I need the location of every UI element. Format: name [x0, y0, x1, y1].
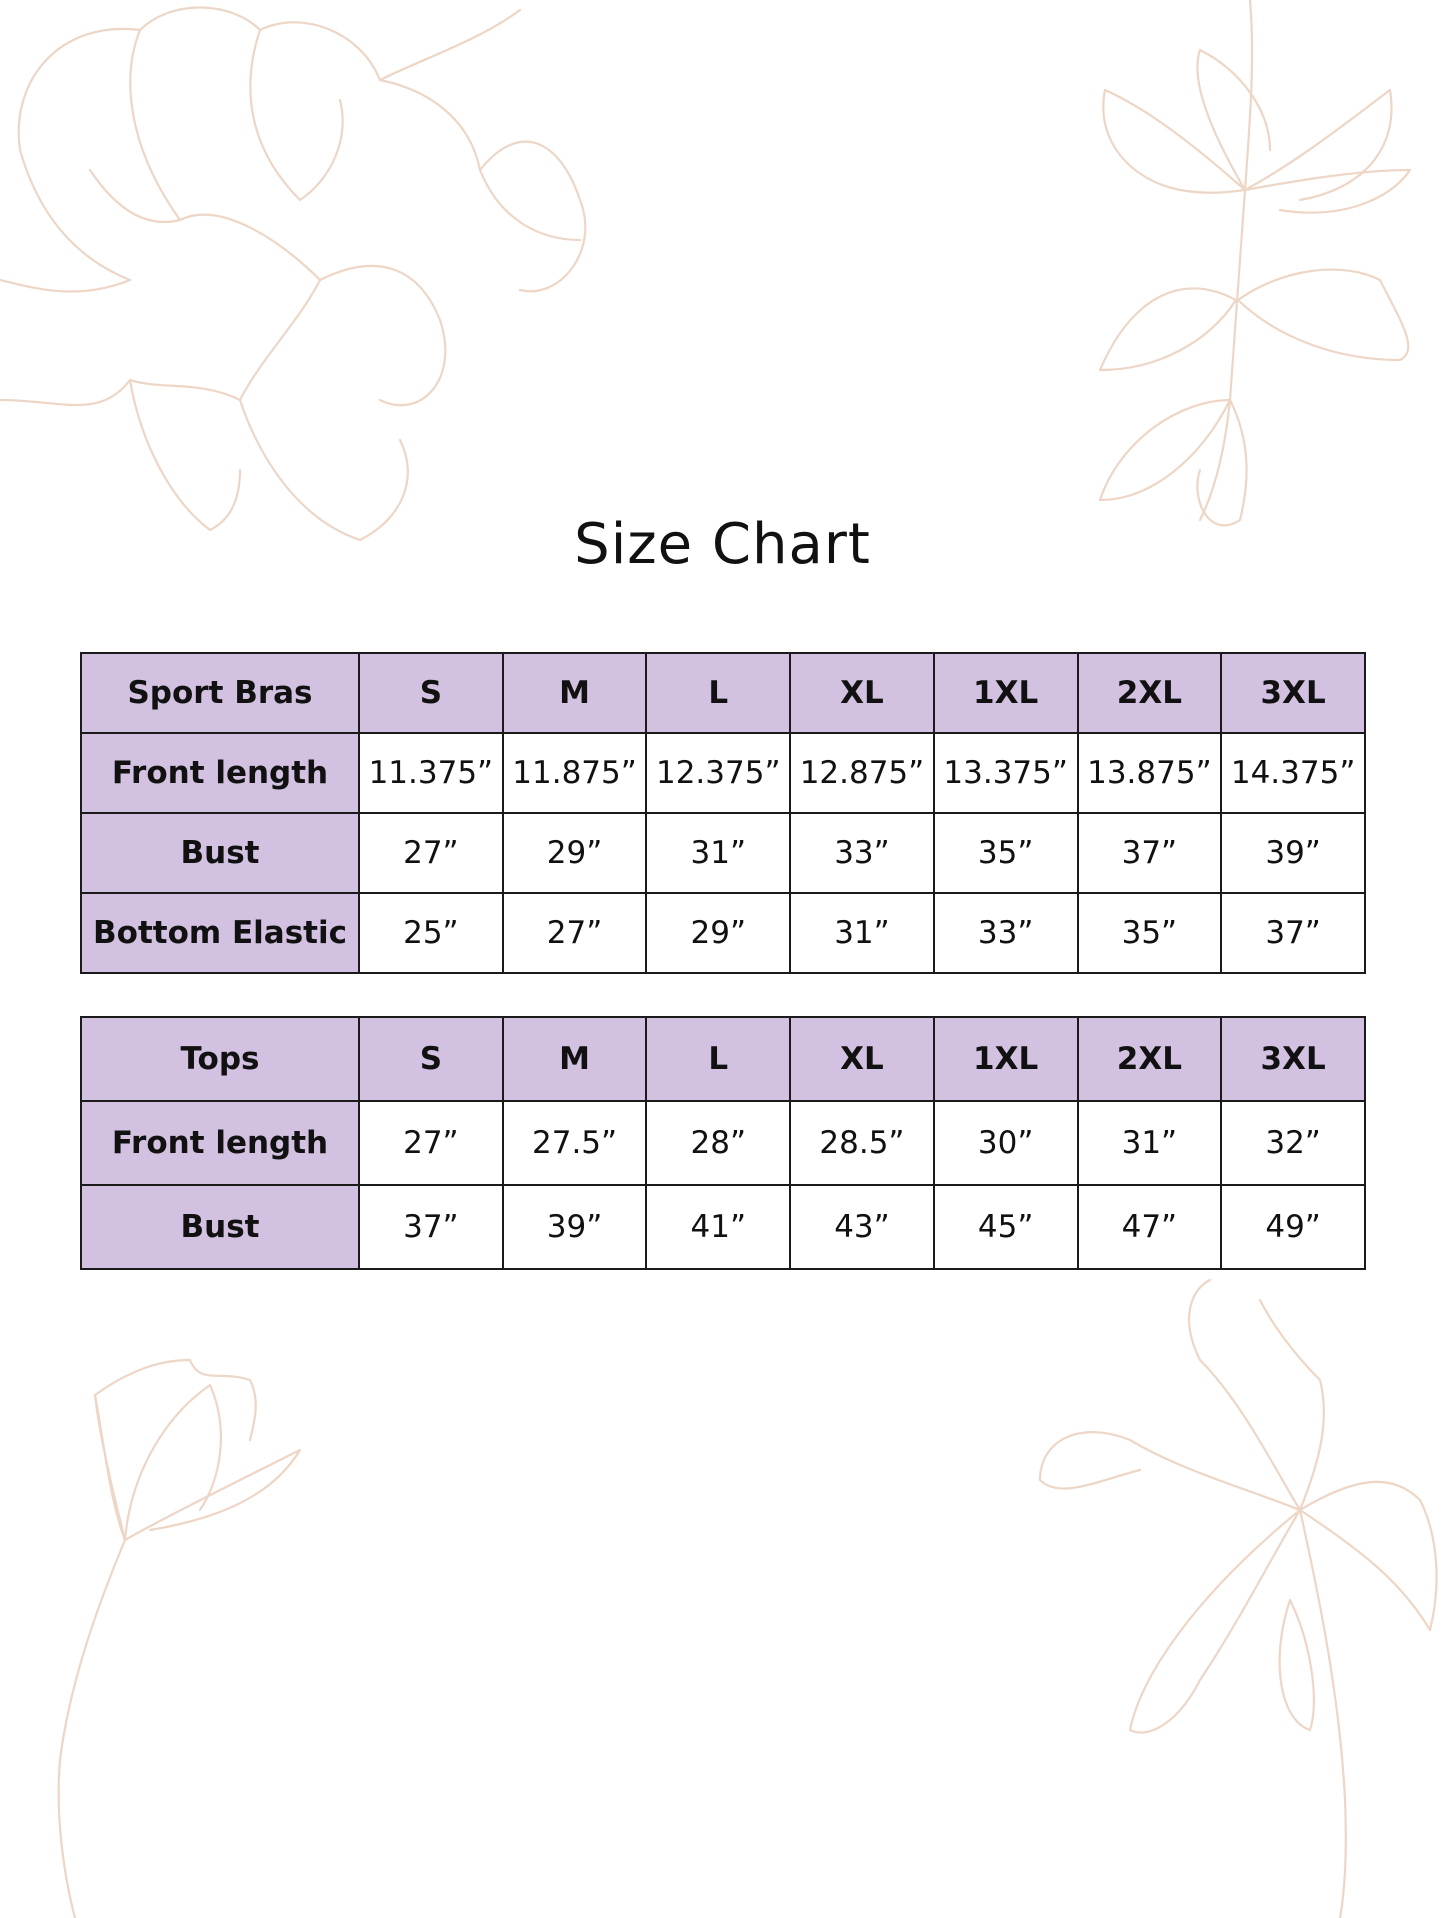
table-row: Bottom Elastic 25” 27” 29” 31” 33” 35” 3… — [80, 892, 1366, 974]
size-header: 3XL — [1220, 652, 1366, 734]
sport-bras-size-table: Sport Bras S M L XL 1XL 2XL 3XL Front le… — [80, 652, 1366, 974]
size-header: L — [645, 652, 792, 734]
size-header: XL — [789, 652, 935, 734]
table-cell: 33” — [932, 892, 1079, 974]
table-cell: 30” — [932, 1100, 1079, 1186]
row-label: Bottom Elastic — [80, 892, 360, 974]
table-cell: 11.875” — [501, 732, 648, 814]
table-cell: 11.375” — [358, 732, 504, 814]
table-cell: 33” — [789, 812, 935, 894]
table-cell: 39” — [501, 1184, 648, 1270]
table-row: Bust 27” 29” 31” 33” 35” 37” 39” — [80, 812, 1366, 894]
table-row: Front length 27” 27.5” 28” 28.5” 30” 31”… — [80, 1100, 1366, 1186]
table-cell: 27” — [501, 892, 648, 974]
table-cell: 12.875” — [789, 732, 935, 814]
tops-size-table: Tops S M L XL 1XL 2XL 3XL Front length 2… — [80, 1016, 1366, 1270]
size-header: M — [501, 652, 648, 734]
size-header: 3XL — [1220, 1016, 1366, 1102]
tulip-bottom-left — [57, 1358, 302, 1918]
table-cell: 12.375” — [645, 732, 792, 814]
size-header: 1XL — [932, 1016, 1079, 1102]
table-header-row: Sport Bras S M L XL 1XL 2XL 3XL — [80, 652, 1366, 734]
table-cell: 29” — [501, 812, 648, 894]
size-header: L — [645, 1016, 792, 1102]
row-label: Bust — [80, 1184, 360, 1270]
table-cell: 13.875” — [1076, 732, 1223, 814]
table-row: Bust 37” 39” 41” 43” 45” 47” 49” — [80, 1184, 1366, 1270]
table-cell: 37” — [1076, 812, 1223, 894]
table-cell: 47” — [1076, 1184, 1223, 1270]
leafy-branch-top-right — [1098, 0, 1412, 527]
table-cell: 49” — [1220, 1184, 1366, 1270]
table-name-cell: Sport Bras — [80, 652, 360, 734]
table-cell: 35” — [932, 812, 1079, 894]
table-cell: 32” — [1220, 1100, 1366, 1186]
table-cell: 31” — [1076, 1100, 1223, 1186]
table-cell: 29” — [645, 892, 792, 974]
table-cell: 27” — [358, 1100, 504, 1186]
table-cell: 41” — [645, 1184, 792, 1270]
table-cell: 39” — [1220, 812, 1366, 894]
peony-flower-top-left — [0, 6, 587, 542]
size-header: 1XL — [932, 652, 1079, 734]
table-header-row: Tops S M L XL 1XL 2XL 3XL — [80, 1016, 1366, 1102]
table-name-cell: Tops — [80, 1016, 360, 1102]
table-cell: 27” — [358, 812, 504, 894]
table-cell: 31” — [645, 812, 792, 894]
table-cell: 43” — [789, 1184, 935, 1270]
table-row: Front length 11.375” 11.875” 12.375” 12.… — [80, 732, 1366, 814]
row-label: Front length — [80, 1100, 360, 1186]
table-cell: 13.375” — [932, 732, 1079, 814]
size-header: XL — [789, 1016, 935, 1102]
table-cell: 37” — [358, 1184, 504, 1270]
table-cell: 14.375” — [1220, 732, 1366, 814]
page-title: Size Chart — [574, 512, 871, 577]
table-cell: 27.5” — [501, 1100, 648, 1186]
size-header: M — [501, 1016, 648, 1102]
table-cell: 45” — [932, 1184, 1079, 1270]
row-label: Front length — [80, 732, 360, 814]
table-cell: 31” — [789, 892, 935, 974]
size-header: S — [358, 652, 504, 734]
table-cell: 28” — [645, 1100, 792, 1186]
row-label: Bust — [80, 812, 360, 894]
lily-bottom-right — [1038, 1278, 1438, 1918]
table-cell: 37” — [1220, 892, 1366, 974]
size-header: 2XL — [1076, 1016, 1223, 1102]
size-header: S — [358, 1016, 504, 1102]
table-cell: 28.5” — [789, 1100, 935, 1186]
size-header: 2XL — [1076, 652, 1223, 734]
table-cell: 35” — [1076, 892, 1223, 974]
table-cell: 25” — [358, 892, 504, 974]
